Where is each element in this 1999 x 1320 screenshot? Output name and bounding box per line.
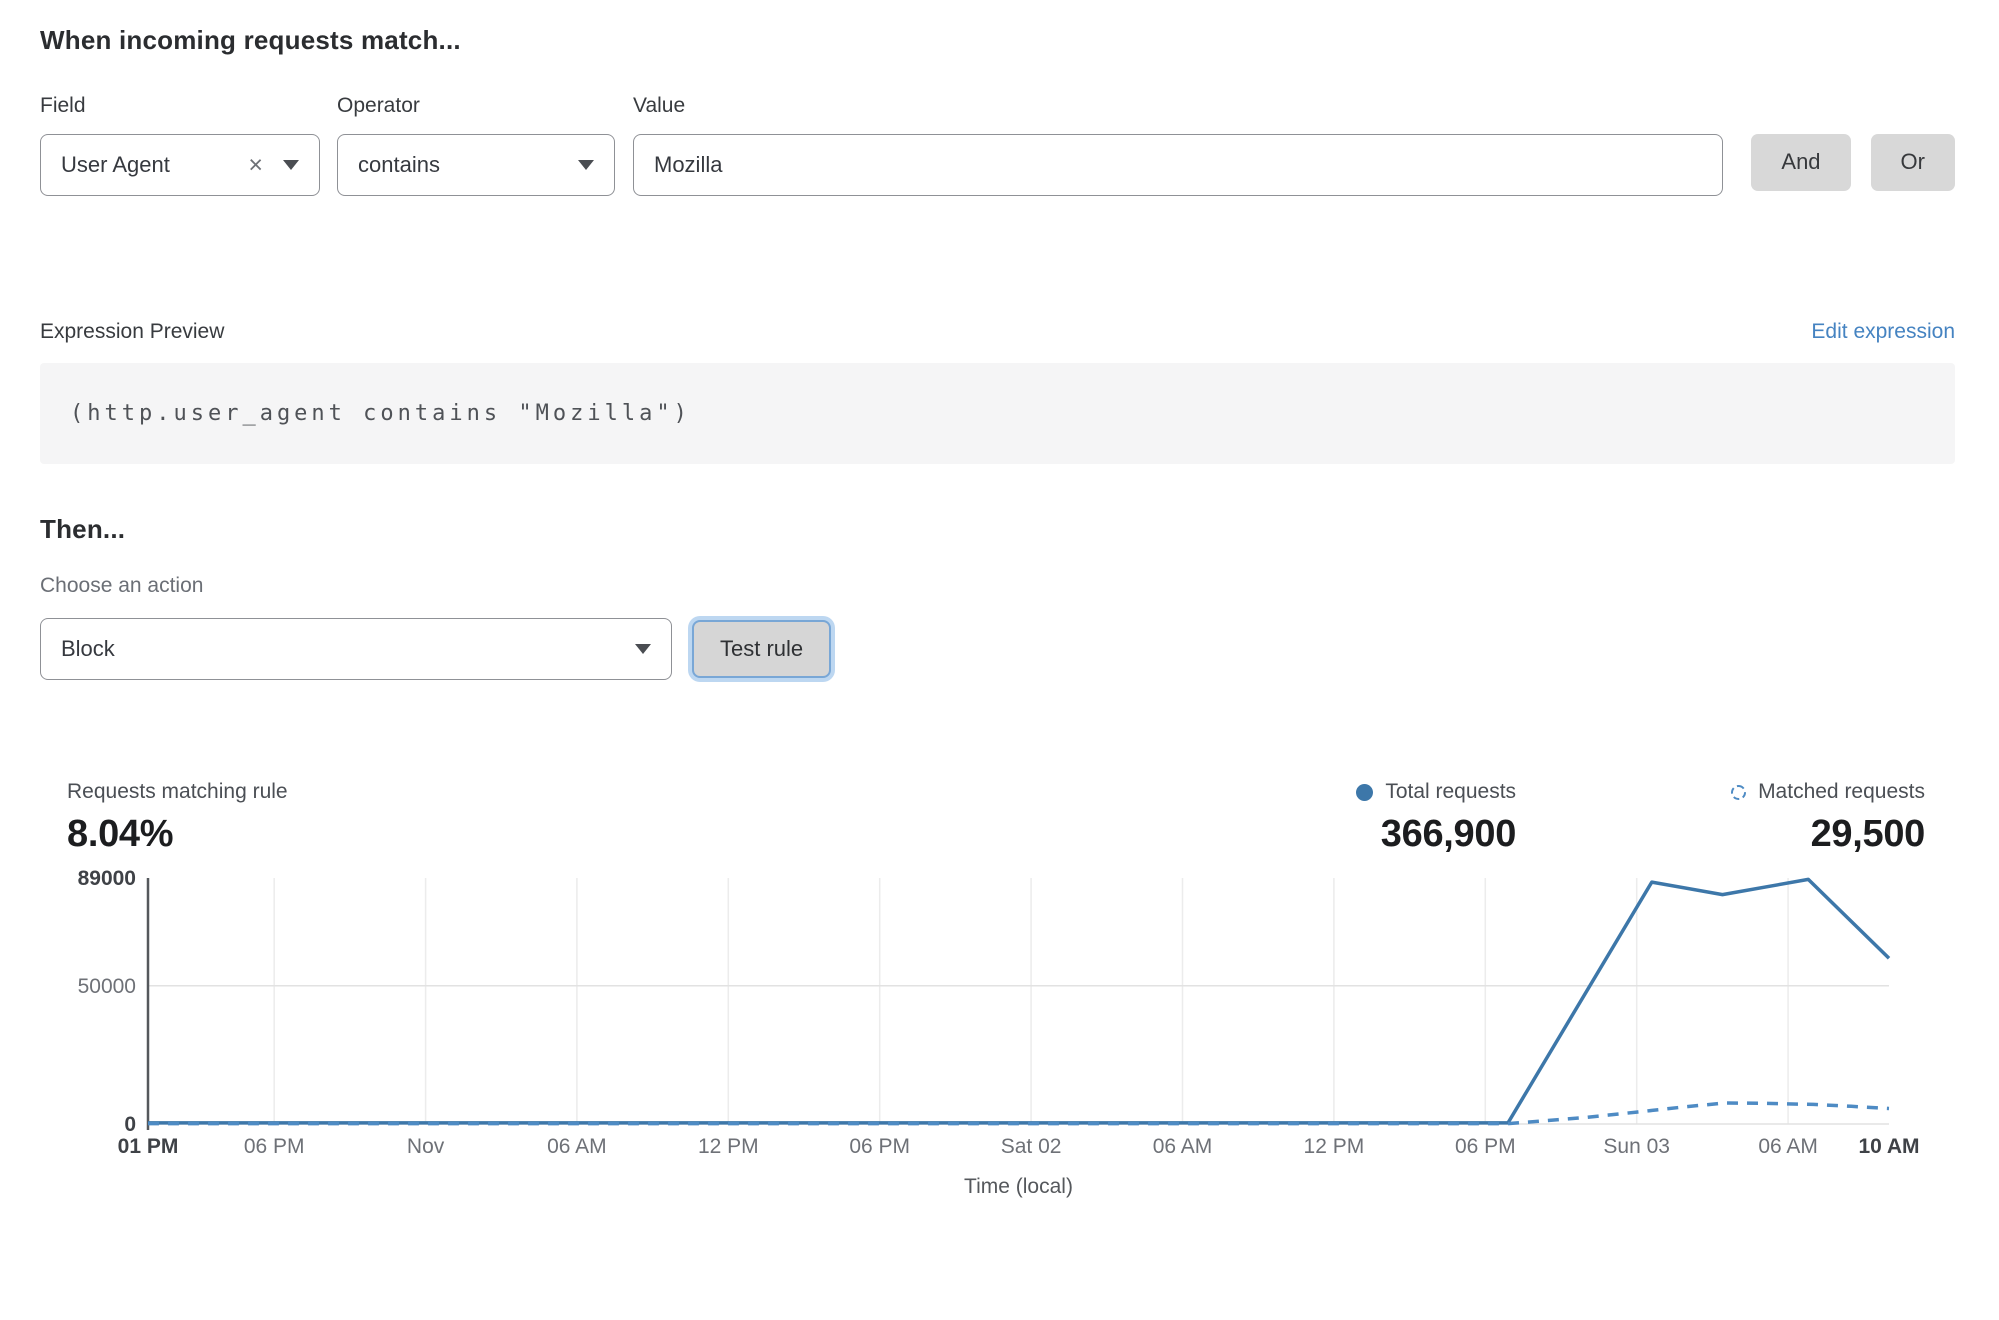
expression-header: Expression Preview Edit expression	[40, 320, 1955, 344]
then-title: Then...	[40, 514, 126, 544]
chevron-down-icon	[635, 644, 651, 654]
field-select-value: User Agent	[61, 152, 170, 177]
operator-select-value: contains	[358, 152, 440, 177]
y-tick-label: 50000	[78, 975, 136, 998]
series-solid	[148, 877, 1891, 1125]
x-tick-label: 06 PM	[849, 1135, 910, 1158]
value-group: Value	[633, 94, 1724, 196]
matched-requests-dashed-circle-icon	[1731, 784, 1747, 800]
operator-group: Operator contains	[337, 94, 615, 196]
x-tick-label: Nov	[407, 1135, 445, 1158]
action-row: Block Test rule	[40, 618, 1955, 680]
matched-requests-stat: Matched requests 29,500	[1731, 780, 1925, 856]
series-dashed	[148, 1101, 1890, 1126]
expression-code: (http.user_agent contains "Mozilla")	[70, 401, 691, 426]
choose-action-label: Choose an action	[40, 574, 204, 597]
x-tick-label: 06 AM	[1758, 1135, 1818, 1158]
test-rule-button[interactable]: Test rule	[692, 620, 832, 678]
clear-icon[interactable]: ×	[248, 150, 263, 179]
chevron-down-icon	[578, 160, 594, 170]
x-tick-label: 06 PM	[244, 1135, 305, 1158]
y-tick-label: 0	[124, 1113, 136, 1136]
and-button[interactable]: And	[1751, 133, 1851, 191]
time-axis-label: Time (local)	[964, 1175, 1073, 1198]
action-select[interactable]: Block	[40, 618, 672, 680]
edit-expression-link[interactable]: Edit expression	[1811, 320, 1955, 343]
and-or-buttons: And Or	[1751, 131, 1955, 193]
matched-requests-value: 29,500	[1810, 813, 1926, 855]
match-fields-row: Field User Agent × Operator contains Val…	[40, 94, 1955, 196]
x-tick-label: Sat 02	[1001, 1135, 1062, 1158]
x-tick-label: Sun 03	[1603, 1135, 1670, 1158]
chevron-down-icon	[283, 160, 299, 170]
x-tick-label: 12 PM	[698, 1135, 759, 1158]
expression-preview-box: (http.user_agent contains "Mozilla")	[40, 363, 1955, 464]
x-tick-label: 06 AM	[1153, 1135, 1213, 1158]
field-label: Field	[40, 94, 86, 117]
operator-select[interactable]: contains	[337, 134, 615, 196]
requests-matching-value: 8.04%	[67, 813, 174, 855]
x-tick-label: 06 AM	[547, 1135, 607, 1158]
value-input[interactable]	[633, 134, 1724, 196]
value-label: Value	[633, 94, 686, 117]
field-select[interactable]: User Agent ×	[40, 134, 320, 196]
x-tick-label: 10 AM	[1858, 1135, 1919, 1158]
stats-row: Requests matching rule 8.04% Total reque…	[40, 780, 1955, 856]
y-tick-label: 89000	[78, 867, 136, 890]
requests-chart: 0 50000 89000 01 PM 06 PM Nov 06 AM 12 PM 06 PM S…	[78, 867, 1920, 1198]
legend-stats: Total requests 366,900 Matched requests …	[1356, 780, 1955, 856]
total-requests-stat: Total requests 366,900	[1356, 780, 1516, 856]
expression-preview-label: Expression Preview	[40, 320, 225, 343]
total-requests-label: Total requests	[1385, 780, 1517, 803]
page-title: When incoming requests match...	[40, 25, 461, 55]
x-tick-label: 01 PM	[118, 1135, 179, 1158]
chart-area: 0 50000 89000 01 PM 06 PM Nov 06 AM 12 PM 06 PM S…	[0, 856, 1999, 1201]
total-requests-value: 366,900	[1380, 813, 1517, 855]
x-tick-label: 12 PM	[1304, 1135, 1365, 1158]
action-select-value: Block	[61, 636, 115, 661]
total-requests-dot-icon	[1356, 783, 1374, 801]
rule-builder-page: When incoming requests match... Field Us…	[0, 25, 1999, 856]
operator-label: Operator	[337, 94, 420, 117]
x-tick-label: 06 PM	[1455, 1135, 1516, 1158]
or-button[interactable]: Or	[1870, 133, 1955, 191]
requests-matching-stat: Requests matching rule 8.04%	[67, 780, 288, 856]
matched-requests-label: Matched requests	[1758, 780, 1925, 803]
field-group: Field User Agent ×	[40, 94, 320, 196]
requests-matching-label: Requests matching rule	[67, 780, 288, 803]
